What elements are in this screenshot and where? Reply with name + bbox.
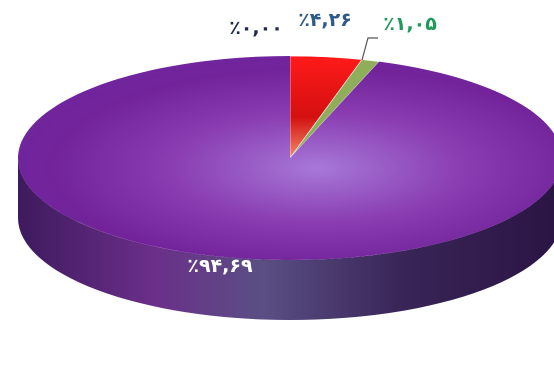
slice-label-3: ٪۰,۰۰: [229, 17, 283, 39]
slice-label-1: ٪۴,۲۶: [298, 9, 352, 31]
pie-slice-3: [18, 56, 554, 260]
leader-line: [361, 37, 378, 61]
slice-label-0: ٪۹۴,۶۹: [187, 255, 253, 277]
slice-label-2: ٪۱,۰۵: [383, 13, 437, 35]
pie-side-wall: [18, 158, 554, 320]
